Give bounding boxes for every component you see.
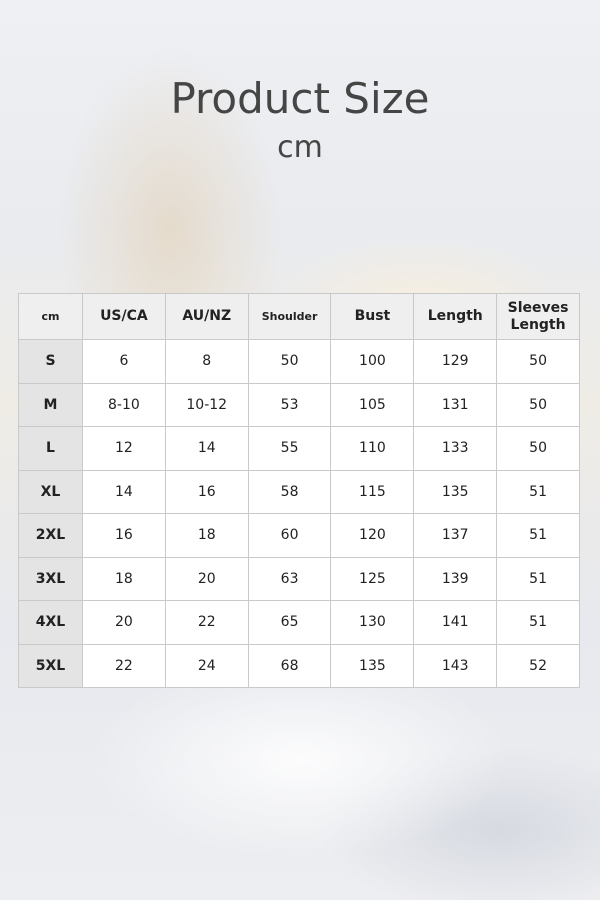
table-cell: 131 bbox=[413, 382, 498, 427]
table-cell: 141 bbox=[413, 600, 498, 645]
table-row: M 8-10 10-12 53 105 131 50 bbox=[18, 382, 580, 427]
table-cell: 20 bbox=[82, 600, 166, 645]
table-cell: 120 bbox=[330, 513, 415, 558]
table-cell: 129 bbox=[413, 339, 498, 384]
table-cell: 51 bbox=[496, 556, 580, 601]
table-cell: 133 bbox=[413, 426, 498, 471]
column-header: Bust bbox=[330, 293, 415, 340]
table-cell: 53 bbox=[247, 382, 332, 427]
table-cell: 50 bbox=[247, 339, 332, 384]
page-title: Product Size bbox=[170, 74, 430, 123]
size-label-cell: XL bbox=[18, 469, 83, 514]
table-cell: 20 bbox=[164, 556, 249, 601]
table-cell: 63 bbox=[247, 556, 332, 601]
table-cell: 100 bbox=[330, 339, 415, 384]
table-cell: 139 bbox=[413, 556, 498, 601]
table-cell: 24 bbox=[164, 643, 249, 688]
table-cell: 105 bbox=[330, 382, 415, 427]
table-cell: 51 bbox=[496, 469, 580, 514]
table-cell: 125 bbox=[330, 556, 415, 601]
table-cell: 58 bbox=[247, 469, 332, 514]
table-row: 2XL 16 18 60 120 137 51 bbox=[18, 513, 580, 558]
table-cell: 8 bbox=[164, 339, 249, 384]
size-label-cell: 5XL bbox=[18, 643, 83, 688]
table-cell: 137 bbox=[413, 513, 498, 558]
table-cell: 10-12 bbox=[164, 382, 249, 427]
table-cell: 18 bbox=[82, 556, 166, 601]
table-cell: 8-10 bbox=[82, 382, 166, 427]
table-cell: 16 bbox=[164, 469, 249, 514]
table-row: S 6 8 50 100 129 50 bbox=[18, 339, 580, 384]
table-cell: 110 bbox=[330, 426, 415, 471]
column-header: US/CA bbox=[82, 293, 166, 340]
table-cell: 22 bbox=[82, 643, 166, 688]
table-row: XL 14 16 58 115 135 51 bbox=[18, 469, 580, 514]
column-header: Shoulder bbox=[247, 293, 332, 340]
table-cell: 115 bbox=[330, 469, 415, 514]
table-cell: 50 bbox=[496, 339, 580, 384]
table-cell: 18 bbox=[164, 513, 249, 558]
table-cell: 130 bbox=[330, 600, 415, 645]
size-label-cell: 3XL bbox=[18, 556, 83, 601]
table-cell: 51 bbox=[496, 600, 580, 645]
size-label-cell: M bbox=[18, 382, 83, 427]
table-cell: 12 bbox=[82, 426, 166, 471]
column-header: cm bbox=[18, 293, 83, 340]
table-cell: 51 bbox=[496, 513, 580, 558]
table-cell: 16 bbox=[82, 513, 166, 558]
column-header: Sleeves Length bbox=[496, 293, 580, 340]
table-cell: 65 bbox=[247, 600, 332, 645]
table-row: 3XL 18 20 63 125 139 51 bbox=[18, 556, 580, 601]
table-cell: 50 bbox=[496, 382, 580, 427]
table-cell: 14 bbox=[164, 426, 249, 471]
table-cell: 143 bbox=[413, 643, 498, 688]
table-cell: 22 bbox=[164, 600, 249, 645]
table-cell: 60 bbox=[247, 513, 332, 558]
table-cell: 52 bbox=[496, 643, 580, 688]
table-cell: 6 bbox=[82, 339, 166, 384]
size-label-cell: L bbox=[18, 426, 83, 471]
table-row: L 12 14 55 110 133 50 bbox=[18, 426, 580, 471]
table-cell: 135 bbox=[413, 469, 498, 514]
table-cell: 68 bbox=[247, 643, 332, 688]
table-cell: 135 bbox=[330, 643, 415, 688]
size-label-cell: 4XL bbox=[18, 600, 83, 645]
table-header-row: cm US/CA AU/NZ Shoulder Bust Length Sleeves Le… bbox=[18, 293, 580, 340]
size-label-cell: S bbox=[18, 339, 83, 384]
size-chart-table: cm US/CA AU/NZ Shoulder Bust Length Sleeves Le… bbox=[18, 293, 580, 688]
column-header: AU/NZ bbox=[164, 293, 249, 340]
table-cell: 55 bbox=[247, 426, 332, 471]
size-label-cell: 2XL bbox=[18, 513, 83, 558]
column-header: Length bbox=[413, 293, 498, 340]
table-row: 4XL 20 22 65 130 141 51 bbox=[18, 600, 580, 645]
table-cell: 14 bbox=[82, 469, 166, 514]
unit-subtitle: cm bbox=[277, 130, 323, 165]
table-cell: 50 bbox=[496, 426, 580, 471]
table-row: 5XL 22 24 68 135 143 52 bbox=[18, 643, 580, 688]
